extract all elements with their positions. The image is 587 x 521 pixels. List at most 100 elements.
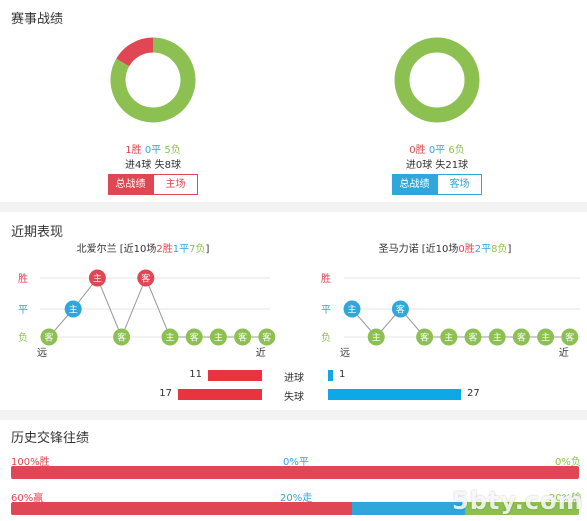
- match-venue-label: 客: [190, 332, 199, 344]
- home-conceded-bar: [178, 389, 262, 400]
- row2-draw-segment: [351, 502, 466, 515]
- match-marker[interactable]: [64, 300, 82, 318]
- form-line: [48, 276, 267, 339]
- match-marker[interactable]: [185, 328, 203, 346]
- h2h-handicap-bar: [11, 502, 579, 515]
- home-team-name: 北爱尔兰: [76, 244, 117, 255]
- h2h-draw-label: 0%平: [283, 457, 309, 468]
- away-team-name: 圣马力诺: [378, 244, 419, 255]
- match-marker[interactable]: [512, 328, 530, 346]
- row-label-draw: 平: [18, 305, 28, 316]
- match-marker[interactable]: [343, 300, 361, 318]
- match-venue-label: 客: [565, 332, 574, 344]
- home-scored-value: 11: [189, 369, 202, 380]
- home-form-chart: 胜平负 客主主客客主客主客客远近: [18, 269, 276, 359]
- match-marker[interactable]: [367, 328, 385, 346]
- section-title-h2h: 历史交锋往绩: [11, 431, 90, 446]
- match-marker[interactable]: [113, 328, 131, 346]
- row2-loss-segment: [465, 502, 579, 515]
- match-marker[interactable]: [440, 328, 458, 346]
- away-recent-summary: 圣马力诺 [近10场0胜2平8负]: [378, 244, 512, 255]
- head-to-head-panel: 历史交锋往绩 100%胜 0%平 0%负 60%赢 20%走 20%输: [0, 420, 587, 521]
- away-scored-value: 1: [339, 369, 346, 380]
- far-label: 远: [37, 347, 47, 359]
- home-win-slice: [116, 37, 154, 67]
- match-venue-label: 客: [141, 273, 150, 285]
- form-line: [351, 308, 570, 338]
- h2h-win-label: 100%胜: [11, 457, 50, 468]
- site-watermark: 5bty.com: [452, 487, 584, 515]
- away-draw-count: 0平: [428, 145, 446, 156]
- near-label: 近: [256, 346, 266, 359]
- away-venue-button[interactable]: 客场: [437, 174, 482, 195]
- match-marker[interactable]: [209, 328, 227, 346]
- home-scored-bar: [208, 370, 262, 381]
- h2h-handicap-loss-label: 20%输: [549, 493, 582, 504]
- section-title-record: 赛事战绩: [11, 12, 64, 27]
- home-loss-slice: [110, 37, 196, 123]
- away-loss-slice: [394, 37, 480, 123]
- match-venue-label: 客: [262, 332, 271, 344]
- match-marker[interactable]: [561, 328, 579, 346]
- home-overall-button[interactable]: 总战绩: [108, 174, 153, 195]
- h2h-loss-label: 0%负: [555, 457, 581, 468]
- match-venue-label: 客: [238, 332, 247, 344]
- match-venue-label: 客: [420, 332, 429, 344]
- match-marker[interactable]: [537, 328, 555, 346]
- match-venue-label: 主: [347, 304, 356, 316]
- far-label: 远: [340, 347, 350, 359]
- recent-form-panel: 近期表现 北爱尔兰 [近10场2胜1平7负] 圣马力诺 [近10场0胜2平8负]…: [0, 212, 587, 410]
- goals-scored-label: 进球: [284, 373, 304, 384]
- home-loss-count: 5负: [164, 145, 181, 156]
- match-marker[interactable]: [137, 269, 155, 287]
- row-label-loss: 负: [18, 331, 28, 344]
- home-venue-button[interactable]: 主场: [153, 174, 198, 195]
- match-marker[interactable]: [258, 328, 276, 346]
- near-label: 近: [559, 346, 569, 359]
- match-marker[interactable]: [464, 328, 482, 346]
- row-label-win: 胜: [321, 273, 331, 285]
- away-form-chart: 胜平负主主客客主客主客主客远近: [321, 273, 580, 359]
- h2h-result-bar: [11, 466, 579, 479]
- row2-win-segment: [11, 502, 352, 515]
- home-conceded-value: 17: [159, 388, 172, 399]
- away-scored-bar: [328, 370, 333, 381]
- match-venue-label: 主: [93, 273, 102, 285]
- away-conceded-value: 27: [467, 388, 480, 399]
- match-marker[interactable]: [40, 328, 58, 346]
- match-venue-label: 主: [541, 332, 550, 344]
- match-venue-label: 主: [493, 332, 502, 344]
- home-draw-count: 0平: [144, 145, 162, 156]
- match-marker[interactable]: [488, 328, 506, 346]
- row-label-loss: 负: [321, 331, 331, 344]
- match-venue-label: 主: [165, 332, 174, 344]
- home-win-count: 1胜: [125, 145, 142, 156]
- match-venue-label: 客: [396, 304, 405, 316]
- home-wdl-summary: 1胜 0平 5负: [93, 141, 213, 156]
- match-marker[interactable]: [391, 300, 409, 318]
- away-wdl-summary: 0胜 0平 6负: [377, 141, 497, 156]
- match-venue-label: 客: [468, 332, 477, 344]
- row1-win-segment: [11, 466, 579, 479]
- match-venue-label: 主: [444, 332, 453, 344]
- away-loss-count: 6负: [448, 145, 465, 156]
- away-win-count: 0胜: [409, 145, 426, 156]
- match-marker[interactable]: [88, 269, 106, 287]
- away-conceded-bar: [328, 389, 461, 400]
- match-venue-label: 主: [214, 332, 223, 344]
- home-recent-summary: 北爱尔兰 [近10场2胜1平7负]: [76, 244, 210, 255]
- h2h-handicap-win-label: 60%赢: [11, 493, 44, 504]
- match-marker[interactable]: [416, 328, 434, 346]
- match-marker[interactable]: [234, 328, 252, 346]
- away-overall-button[interactable]: 总战绩: [392, 174, 437, 195]
- record-panel: 赛事战绩 1胜 0平 5负 进4球 失8球 总战绩 主场 0胜 0平 6负 进0…: [0, 0, 587, 202]
- row-label-draw: 平: [321, 305, 331, 316]
- match-venue-label: 主: [372, 332, 381, 344]
- home-goals-summary: 进4球 失8球: [125, 160, 181, 171]
- match-venue-label: 客: [44, 332, 53, 344]
- match-venue-label: 客: [117, 332, 126, 344]
- match-marker[interactable]: [161, 328, 179, 346]
- away-goals-summary: 进0球 失21球: [405, 160, 469, 171]
- h2h-handicap-push-label: 20%走: [280, 493, 313, 504]
- goals-conceded-label: 失球: [284, 392, 304, 403]
